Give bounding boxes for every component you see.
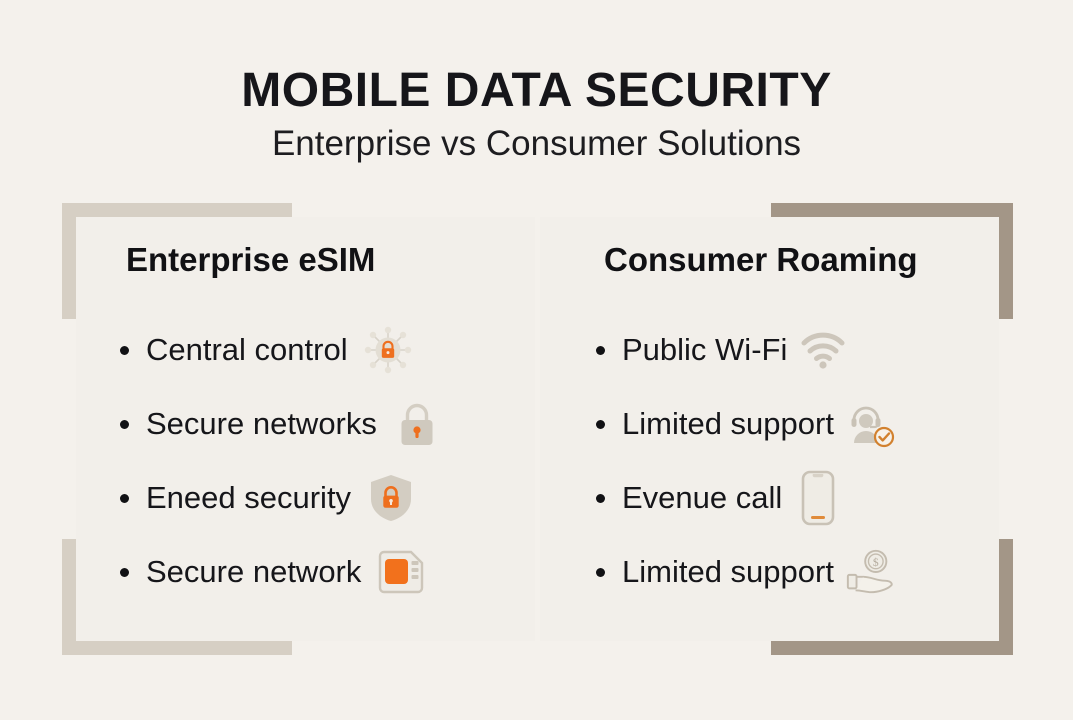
list-item[interactable]: Eneed security xyxy=(120,461,525,535)
list-item[interactable]: Evenue call xyxy=(596,461,1003,535)
list-item-label: Eneed security xyxy=(146,480,352,515)
list-item-label: Limited support xyxy=(622,554,834,589)
list-item[interactable]: Secure network xyxy=(120,535,525,609)
list-item[interactable]: Secure networks xyxy=(120,387,525,461)
comparison-columns: Enterprise eSIM Central control xyxy=(0,203,1073,655)
sim-card-icon xyxy=(375,546,427,598)
padlock-icon xyxy=(391,398,443,450)
wifi-icon xyxy=(797,324,849,376)
bracket-top-left-vertical xyxy=(62,203,76,319)
panel-enterprise xyxy=(76,217,535,641)
page-subtitle: Enterprise vs Consumer Solutions xyxy=(271,123,802,163)
shield-lock-icon xyxy=(365,472,417,524)
header: MOBILE DATA SECURITY Enterprise vs Consu… xyxy=(0,0,1073,163)
bullet-dot xyxy=(596,345,605,355)
bracket-top-left-horizontal xyxy=(62,203,292,217)
hand-coin-icon: $ xyxy=(844,546,896,598)
bracket-bottom-left-vertical xyxy=(62,539,76,655)
smartphone-icon xyxy=(792,470,844,526)
support-agent-check-icon xyxy=(844,398,896,450)
list-item-label: Secure network xyxy=(146,554,362,589)
list-item-label: Central control xyxy=(146,332,348,367)
list-enterprise: Central control xyxy=(120,313,525,609)
panel-consumer xyxy=(540,217,999,641)
list-consumer: Public Wi-Fi Lim xyxy=(596,313,1003,609)
network-lock-hub-icon xyxy=(362,324,414,376)
column-title-enterprise: Enterprise eSIM xyxy=(126,241,376,278)
list-item-label: Public Wi-Fi xyxy=(622,332,788,367)
bracket-bottom-right-horizontal xyxy=(771,641,1013,655)
page-title: MOBILE DATA SECURITY xyxy=(241,64,832,117)
bullet-dot xyxy=(120,567,129,577)
bracket-top-right-horizontal xyxy=(771,203,1013,217)
list-item[interactable]: Public Wi-Fi xyxy=(596,313,1003,387)
bullet-dot xyxy=(120,493,129,503)
list-item-label: Evenue call xyxy=(622,480,783,515)
bullet-dot xyxy=(120,419,129,429)
bullet-dot xyxy=(596,567,605,577)
column-enterprise: Enterprise eSIM Central control xyxy=(62,203,535,655)
bracket-bottom-right-vertical xyxy=(999,539,1013,655)
bullet-dot xyxy=(596,419,605,429)
bullet-dot xyxy=(596,493,605,503)
list-item[interactable]: Limited support $ xyxy=(596,535,1003,609)
column-title-consumer: Consumer Roaming xyxy=(604,241,918,278)
bullet-dot xyxy=(120,345,129,355)
list-item[interactable]: Limited support xyxy=(596,387,1003,461)
list-item-label: Secure networks xyxy=(146,406,377,441)
list-item[interactable]: Central control xyxy=(120,313,525,387)
bracket-top-right-vertical xyxy=(999,203,1013,319)
list-item-label: Limited support xyxy=(622,406,834,441)
column-consumer: Consumer Roaming Public Wi-Fi xyxy=(540,203,1013,655)
svg-text:$: $ xyxy=(873,556,879,569)
bracket-bottom-left-horizontal xyxy=(62,641,292,655)
